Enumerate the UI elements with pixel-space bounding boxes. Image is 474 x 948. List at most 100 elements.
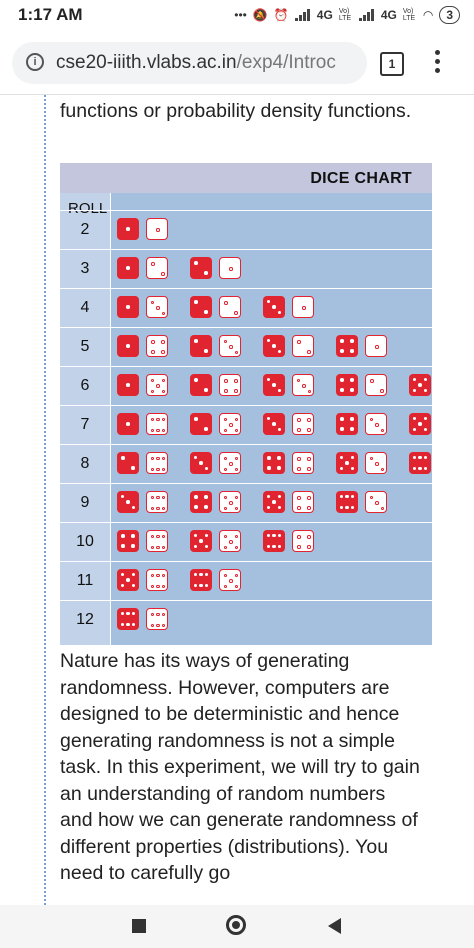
die-pip [345, 494, 349, 499]
die-pip [277, 310, 282, 315]
die-pip [120, 583, 125, 588]
die-pip [131, 544, 135, 548]
volte-label: Vo) LTE [402, 8, 416, 22]
red-die-5 [263, 491, 285, 513]
die-pip [161, 584, 166, 589]
url-path: /exp4/Introc [236, 52, 336, 73]
die-pip [229, 423, 233, 427]
die-pip [340, 417, 344, 421]
die-pip [234, 379, 238, 383]
die-pip [297, 506, 301, 510]
die-pip [126, 227, 130, 231]
die-pip [266, 299, 271, 304]
red-die-2 [190, 296, 212, 318]
die-pip [423, 377, 428, 382]
volte-label: Vo) LTE [338, 8, 352, 22]
die-pip [150, 378, 155, 383]
recents-square-icon[interactable] [132, 919, 146, 933]
die-pip [161, 573, 166, 578]
die-pip [266, 533, 271, 538]
die-pip [296, 378, 301, 383]
die-pip [204, 427, 208, 431]
die-pip [156, 573, 160, 578]
red-die-3 [263, 335, 285, 357]
die-pip [150, 300, 155, 305]
die-pip [412, 416, 417, 421]
wifi-icon: ◠ [422, 8, 434, 22]
overflow-menu-icon[interactable] [433, 50, 441, 76]
die-pip [126, 383, 130, 387]
red-die-1 [117, 257, 139, 279]
die-pip [266, 494, 271, 499]
die-pip [234, 428, 239, 433]
die-pip [161, 389, 166, 394]
die-pip [161, 428, 166, 433]
white-die-3 [365, 452, 387, 474]
die-pip [234, 495, 239, 500]
die-pip [234, 311, 238, 315]
die-pip [223, 339, 228, 344]
die-pip [418, 466, 422, 471]
die-pip [423, 416, 428, 421]
white-die-2 [365, 374, 387, 396]
dotted-guide-line [44, 95, 46, 905]
die-pip [423, 455, 428, 460]
die-pip [204, 533, 209, 538]
die-pip [229, 267, 233, 271]
die-pip [350, 455, 355, 460]
chart-header: DICE CHART [60, 163, 432, 193]
url-text[interactable]: cse20-iiith.vlabs.ac.in/exp4/Introc [56, 52, 361, 74]
die-pip [204, 466, 209, 471]
white-die-2 [146, 257, 168, 279]
die-pip [277, 533, 282, 538]
red-die-6 [190, 569, 212, 591]
die-pip [161, 506, 166, 511]
mute-icon: 🔕 [252, 8, 268, 22]
die-pip [150, 417, 155, 422]
dice-chart: DICE CHART ROLL 2 3 4 5 6 7 8 9 10 11 12 [60, 163, 432, 645]
die-pip [204, 583, 209, 588]
die-pip [156, 612, 160, 617]
roll-value: 3 [80, 260, 90, 277]
die-pip [161, 311, 166, 316]
die-pip [423, 466, 428, 471]
die-pip [150, 456, 155, 461]
die-pip [234, 456, 239, 461]
die-pip [131, 572, 136, 577]
die-pip [302, 384, 306, 388]
red-die-4 [190, 491, 212, 513]
die-pip [234, 417, 239, 422]
roll-value: 4 [80, 299, 90, 316]
die-pip [204, 271, 208, 275]
die-pip [121, 534, 125, 538]
home-circle-icon[interactable] [226, 915, 246, 935]
die-pip [418, 383, 422, 387]
die-pip [150, 623, 155, 628]
status-time: 1:17 AM [18, 5, 83, 24]
die-pip [156, 623, 160, 628]
die-pip [126, 305, 130, 309]
die-pip [223, 545, 228, 550]
battery-icon: 3 [439, 6, 460, 24]
tab-switcher-button[interactable]: 1 [380, 52, 404, 76]
die-pip [224, 389, 228, 393]
white-die-4 [292, 452, 314, 474]
white-die-6 [146, 530, 168, 552]
die-pip [150, 545, 155, 550]
url-host: cse20-iiith.vlabs.ac.in [56, 52, 237, 73]
address-bar[interactable]: i cse20-iiith.vlabs.ac.in/exp4/Introc [12, 42, 367, 84]
red-die-2 [190, 374, 212, 396]
die-pip [380, 389, 384, 393]
info-icon[interactable]: i [26, 53, 44, 71]
die-pip [150, 534, 155, 539]
red-die-6 [336, 491, 358, 513]
white-die-4 [292, 491, 314, 513]
row-divider [60, 483, 432, 484]
die-pip [307, 428, 311, 432]
die-pip [120, 622, 125, 627]
die-pip [150, 612, 155, 617]
die-pip [369, 417, 374, 422]
white-die-5 [146, 374, 168, 396]
die-pip [272, 383, 276, 387]
back-triangle-icon[interactable] [328, 918, 341, 934]
